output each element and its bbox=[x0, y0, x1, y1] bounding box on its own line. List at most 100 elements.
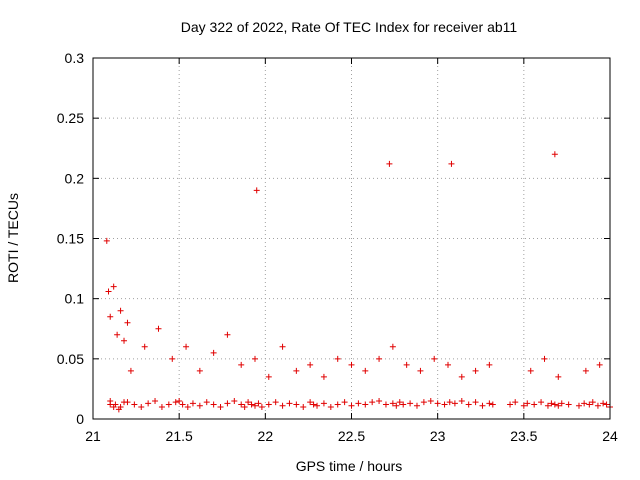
data-point bbox=[189, 400, 196, 407]
data-point bbox=[427, 397, 434, 404]
data-point bbox=[544, 402, 551, 409]
data-point bbox=[110, 283, 117, 290]
data-point bbox=[541, 355, 548, 362]
data-point bbox=[596, 361, 603, 368]
data-point bbox=[376, 397, 383, 404]
data-point bbox=[582, 367, 589, 374]
plot-frame bbox=[92, 57, 611, 420]
data-point bbox=[124, 399, 131, 406]
data-point bbox=[117, 307, 124, 314]
data-point bbox=[141, 343, 148, 350]
data-point bbox=[555, 402, 562, 409]
data-point bbox=[431, 355, 438, 362]
data-point bbox=[594, 402, 601, 409]
data-point bbox=[327, 403, 334, 410]
data-point bbox=[445, 361, 452, 368]
data-point bbox=[538, 399, 545, 406]
data-point bbox=[389, 400, 396, 407]
y-tick-label: 0 bbox=[76, 411, 84, 427]
data-point bbox=[486, 400, 493, 407]
data-point bbox=[396, 399, 403, 406]
data-point bbox=[314, 402, 321, 409]
data-point bbox=[114, 331, 121, 338]
data-point bbox=[238, 401, 245, 408]
data-point bbox=[155, 325, 162, 332]
data-point bbox=[527, 367, 534, 374]
data-point bbox=[210, 401, 217, 408]
data-point bbox=[589, 399, 596, 406]
data-point bbox=[307, 399, 314, 406]
data-point bbox=[286, 400, 293, 407]
data-point bbox=[600, 400, 607, 407]
data-point bbox=[310, 401, 317, 408]
data-point bbox=[420, 399, 427, 406]
data-point bbox=[489, 401, 496, 408]
data-point bbox=[334, 401, 341, 408]
data-point bbox=[334, 355, 341, 362]
data-point bbox=[107, 313, 114, 320]
data-point bbox=[265, 401, 272, 408]
y-tick-label: 0.15 bbox=[57, 231, 84, 247]
data-point bbox=[107, 397, 114, 404]
data-point bbox=[300, 403, 307, 410]
data-point bbox=[446, 399, 453, 406]
data-point bbox=[555, 373, 562, 380]
data-point bbox=[551, 401, 558, 408]
data-point bbox=[238, 361, 245, 368]
data-point bbox=[179, 401, 186, 408]
data-point bbox=[231, 397, 238, 404]
data-point bbox=[413, 402, 420, 409]
data-point bbox=[127, 367, 134, 374]
data-point bbox=[465, 401, 472, 408]
data-point bbox=[165, 401, 172, 408]
data-point bbox=[241, 403, 248, 410]
data-point bbox=[272, 399, 279, 406]
y-tick-label: 0.05 bbox=[57, 351, 84, 367]
data-point bbox=[172, 399, 179, 406]
data-point bbox=[348, 402, 355, 409]
data-point bbox=[400, 401, 407, 408]
x-tick-label: 24 bbox=[602, 428, 618, 444]
x-tick-label: 23 bbox=[430, 428, 446, 444]
data-point bbox=[451, 400, 458, 407]
data-point bbox=[245, 399, 252, 406]
data-point bbox=[348, 361, 355, 368]
data-point bbox=[581, 400, 588, 407]
data-point bbox=[362, 367, 369, 374]
data-point bbox=[507, 401, 514, 408]
data-point bbox=[320, 373, 327, 380]
x-tick-label: 21.5 bbox=[166, 428, 193, 444]
data-point bbox=[486, 361, 493, 368]
data-point bbox=[558, 400, 565, 407]
data-point bbox=[586, 401, 593, 408]
data-point bbox=[355, 400, 362, 407]
x-tick-label: 22 bbox=[258, 428, 274, 444]
data-points bbox=[103, 151, 613, 413]
data-point bbox=[251, 355, 258, 362]
data-point bbox=[520, 402, 527, 409]
data-point bbox=[253, 187, 260, 194]
data-point bbox=[176, 397, 183, 404]
data-point bbox=[407, 400, 414, 407]
data-point bbox=[255, 400, 262, 407]
y-tick-label: 0.25 bbox=[57, 110, 84, 126]
data-point bbox=[524, 400, 531, 407]
data-point bbox=[320, 400, 327, 407]
data-point bbox=[117, 403, 124, 410]
grid-lines bbox=[93, 58, 610, 419]
y-tick-label: 0.3 bbox=[65, 50, 85, 66]
data-point bbox=[265, 373, 272, 380]
data-point bbox=[112, 401, 119, 408]
data-point bbox=[369, 399, 376, 406]
data-point bbox=[248, 401, 255, 408]
data-point bbox=[448, 160, 455, 167]
data-point bbox=[393, 402, 400, 409]
data-point bbox=[458, 373, 465, 380]
data-point bbox=[417, 367, 424, 374]
data-point bbox=[131, 401, 138, 408]
axis-ticks: 21 21.5 22 22.5 23 23.5 24 0 0.05 0.1 0.15 0.2 0.25 0… bbox=[57, 50, 618, 444]
data-point bbox=[479, 402, 486, 409]
data-point bbox=[403, 361, 410, 368]
data-point bbox=[258, 403, 265, 410]
